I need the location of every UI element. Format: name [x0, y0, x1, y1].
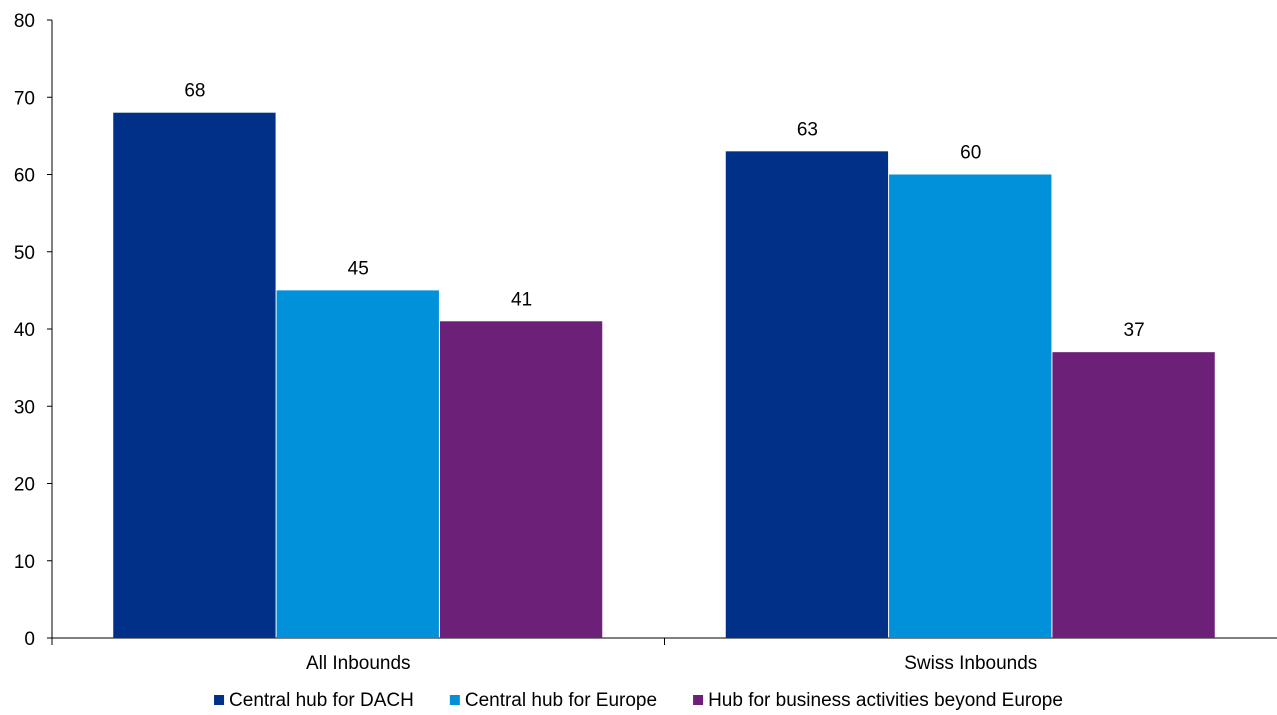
- data-label: 68: [184, 81, 205, 102]
- data-label: 60: [960, 143, 981, 164]
- y-tick-label: 20: [14, 475, 35, 496]
- y-tick-label: 0: [24, 629, 35, 650]
- y-tick-label: 10: [14, 552, 35, 573]
- data-label: 41: [511, 289, 532, 310]
- legend-label: Central hub for Europe: [465, 690, 657, 711]
- bars-group: [113, 112, 1215, 638]
- y-tick-label: 30: [14, 397, 35, 418]
- y-tick-label: 80: [14, 11, 35, 32]
- legend-label: Central hub for DACH: [229, 690, 414, 711]
- data-label: 37: [1124, 320, 1145, 341]
- legend-swatch: [214, 695, 225, 705]
- x-tick-label: Swiss Inbounds: [904, 653, 1037, 674]
- data-label: 45: [348, 258, 369, 279]
- y-tick-label: 60: [14, 166, 35, 187]
- y-tick-label: 50: [14, 243, 35, 264]
- legend: Central hub for DACH Central hub for Euro…: [214, 690, 1063, 711]
- x-tick-label: All Inbounds: [306, 653, 411, 674]
- bar: [276, 290, 439, 638]
- legend-swatch: [449, 695, 460, 705]
- legend-swatch: [693, 695, 704, 705]
- y-tick-label: 40: [14, 320, 35, 341]
- bar: [725, 151, 889, 638]
- y-axis: 0 10 20 30 40 50 60 70 80: [14, 11, 53, 650]
- x-axis: All Inbounds Swiss Inbounds: [51, 637, 1277, 674]
- legend-label: Hub for business activities beyond Europ…: [708, 690, 1063, 711]
- y-tick-label: 70: [14, 88, 35, 109]
- bar: [113, 112, 276, 638]
- bar: [439, 321, 603, 638]
- data-label: 63: [797, 119, 818, 140]
- bar: [889, 174, 1052, 638]
- data-labels-group: 68 45 41 63 60 37: [184, 81, 1144, 341]
- bar: [1052, 352, 1215, 638]
